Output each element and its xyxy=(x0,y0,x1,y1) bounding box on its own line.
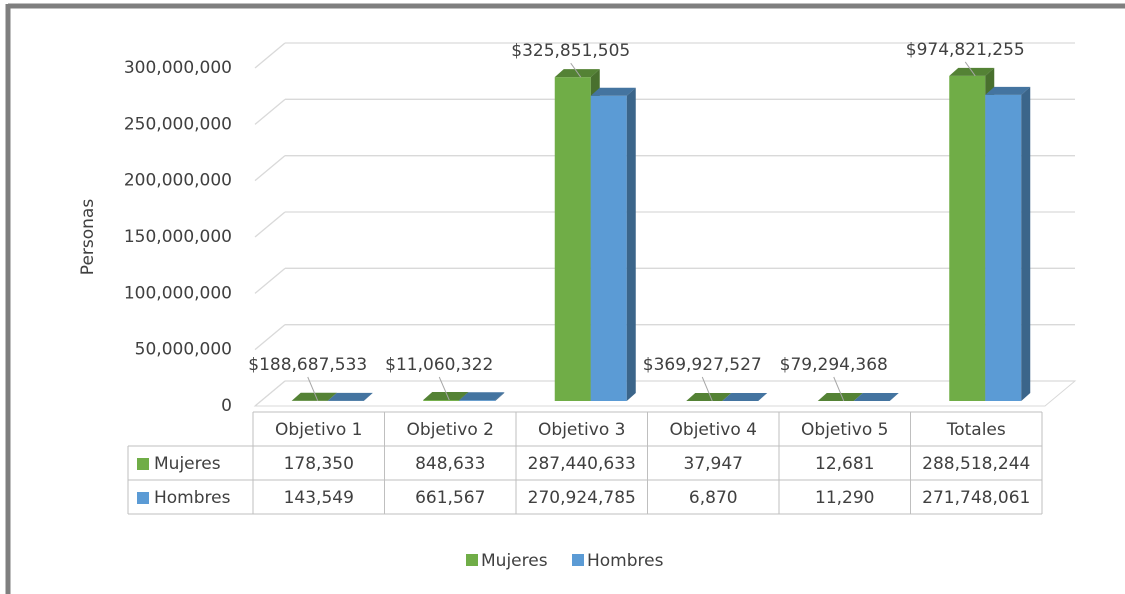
y-tick-label: 300,000,000 xyxy=(124,58,232,78)
table-series-name: Hombres xyxy=(154,488,231,508)
table-cell: 12,681 xyxy=(815,454,874,474)
bar-side xyxy=(722,392,732,401)
y-tick-label: 200,000,000 xyxy=(124,171,232,191)
legend-key xyxy=(572,554,584,566)
table-cell: 271,748,061 xyxy=(922,488,1030,508)
bar-top xyxy=(686,392,732,401)
legend-label: Hombres xyxy=(587,551,664,571)
table-series-name: Mujeres xyxy=(154,454,221,474)
leader-line xyxy=(701,376,713,402)
bar-side xyxy=(1021,86,1031,402)
grid-line-side xyxy=(254,380,286,407)
bar-front xyxy=(554,77,591,402)
bar-top xyxy=(949,67,995,76)
annotation: $369,927,527 xyxy=(643,355,762,375)
y-tick-label: 50,000,000 xyxy=(135,340,232,360)
bar-side xyxy=(889,392,899,401)
bar-side xyxy=(363,392,373,401)
bar-side xyxy=(626,87,636,402)
table-cell: 37,947 xyxy=(684,454,743,474)
bar-top xyxy=(291,392,337,401)
table-cell: 11,290 xyxy=(815,488,874,508)
bar xyxy=(327,392,373,401)
bar-front xyxy=(423,400,460,401)
leader-line xyxy=(570,62,582,78)
table-legend-key xyxy=(137,458,149,470)
bar-front xyxy=(985,94,1022,402)
bar-front xyxy=(949,75,986,402)
bar-side xyxy=(495,392,505,401)
grid-line-side xyxy=(254,211,286,238)
y-tick-label: 100,000,000 xyxy=(124,283,232,303)
bar xyxy=(459,392,505,401)
bar-front xyxy=(459,400,496,401)
grid-line-side xyxy=(254,42,286,69)
x-tick-label: Totales xyxy=(946,420,1006,440)
bar-top xyxy=(423,392,469,401)
bar-top xyxy=(985,86,1031,95)
annotation: $188,687,533 xyxy=(248,355,367,375)
table-cell: 178,350 xyxy=(284,454,354,474)
bar xyxy=(590,87,636,402)
bar-top xyxy=(554,69,600,78)
bar xyxy=(722,392,768,401)
grid-line-side xyxy=(254,324,286,351)
annotation: $974,821,255 xyxy=(906,40,1025,60)
annotation: $325,851,505 xyxy=(511,41,630,61)
grid-line-side xyxy=(254,267,286,294)
leader-line xyxy=(307,376,319,401)
leader-line xyxy=(438,376,450,401)
bar-top xyxy=(590,87,636,96)
x-tick-label: Objetivo 5 xyxy=(801,420,888,440)
x-tick-label: Objetivo 1 xyxy=(275,420,362,440)
annotation: $11,060,322 xyxy=(385,355,493,375)
table-cell: 287,440,633 xyxy=(528,454,636,474)
x-tick-label: Objetivo 4 xyxy=(670,420,757,440)
legend-key xyxy=(466,554,478,566)
grid-line-side xyxy=(254,155,286,182)
legend-label: Mujeres xyxy=(481,551,548,571)
bar xyxy=(853,392,899,401)
bar-top xyxy=(327,392,373,401)
y-tick-label: 0 xyxy=(221,396,232,416)
leader-line xyxy=(964,61,976,77)
table-cell: 848,633 xyxy=(415,454,485,474)
table-cell: 661,567 xyxy=(415,488,485,508)
table-cell: 288,518,244 xyxy=(922,454,1030,474)
y-tick-label: 150,000,000 xyxy=(124,227,232,247)
x-tick-label: Objetivo 2 xyxy=(407,420,494,440)
bar-side xyxy=(758,392,768,401)
bar-top xyxy=(459,392,505,401)
table-legend-key xyxy=(137,492,149,504)
bar-top xyxy=(722,392,768,401)
bar-top xyxy=(817,392,863,401)
grid-line-side xyxy=(254,98,286,125)
y-axis-label: Personas xyxy=(78,199,98,276)
annotation: $79,294,368 xyxy=(780,355,888,375)
table-cell: 143,549 xyxy=(284,488,354,508)
table-cell: 6,870 xyxy=(689,488,738,508)
leader-line xyxy=(833,376,845,402)
bar-front xyxy=(590,95,627,402)
y-tick-label: 250,000,000 xyxy=(124,114,232,134)
bar-top xyxy=(853,392,899,401)
bar xyxy=(686,392,732,401)
x-tick-label: Objetivo 3 xyxy=(538,420,625,440)
bar xyxy=(985,86,1031,402)
table-cell: 270,924,785 xyxy=(528,488,636,508)
